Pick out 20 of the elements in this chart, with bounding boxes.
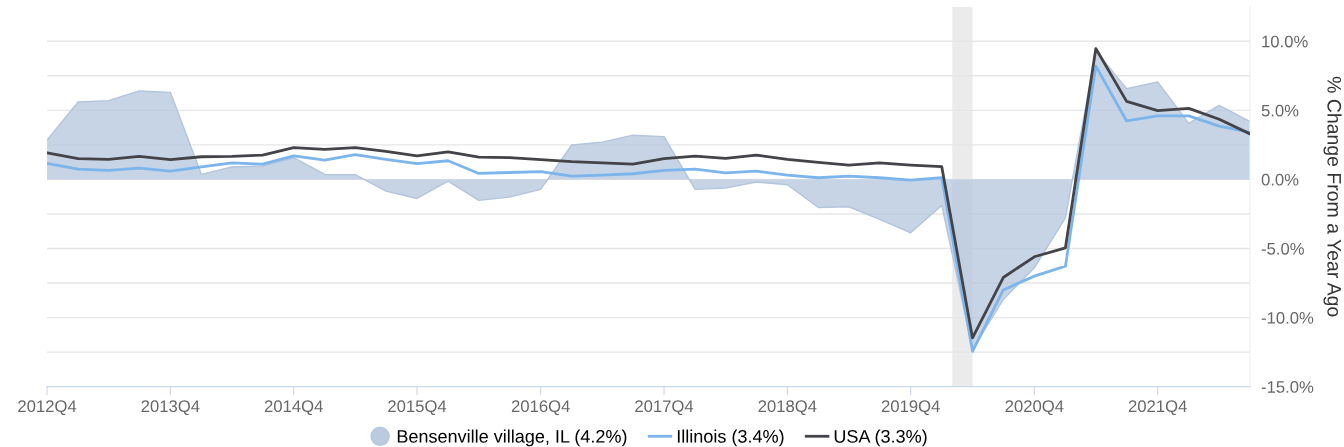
x-tick-label: 2015Q4 (388, 400, 447, 416)
x-tick-label: 2012Q4 (18, 400, 77, 416)
y-tick-label: -15.0% (1261, 381, 1314, 393)
y-tick-label: 10.0% (1262, 35, 1308, 48)
x-tick-label: 2020Q4 (1005, 400, 1064, 416)
y-tick-label: 5.0% (1261, 104, 1299, 117)
x-tick-label: 2018Q4 (758, 400, 817, 416)
y-tick-label: -10.0% (1261, 311, 1314, 324)
x-tick-label: 2019Q4 (881, 400, 940, 416)
legend-label: Illinois (3.4%) (677, 429, 784, 447)
x-tick-label: 2014Q4 (264, 400, 323, 416)
y-axis-title: % Change From a Year Ago (1323, 76, 1342, 317)
x-tick-label: 2021Q4 (1128, 400, 1187, 416)
x-tick-label: 2017Q4 (635, 400, 694, 416)
legend-label: USA (3.3%) (834, 429, 927, 447)
x-tick-label: 2016Q4 (511, 400, 570, 416)
y-tick-label: 0.0% (1261, 173, 1299, 186)
x-tick-label: 2013Q4 (141, 400, 200, 416)
legend-label: Bensenville village, IL (4.2%) (397, 429, 627, 447)
y-tick-label: -5.0% (1261, 242, 1304, 255)
